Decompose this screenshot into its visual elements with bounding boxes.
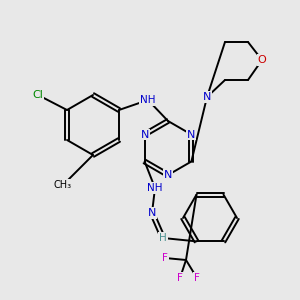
Text: F: F	[162, 253, 168, 263]
Text: N: N	[164, 170, 172, 180]
Text: N: N	[203, 92, 211, 102]
Text: N: N	[140, 130, 149, 140]
Text: H: H	[159, 233, 167, 243]
Text: N: N	[148, 208, 156, 218]
Text: F: F	[177, 273, 183, 283]
Text: O: O	[258, 55, 266, 65]
Text: CH₃: CH₃	[54, 180, 72, 190]
Text: N: N	[187, 130, 196, 140]
Text: NH: NH	[140, 95, 156, 105]
Text: F: F	[194, 273, 200, 283]
Text: Cl: Cl	[33, 90, 44, 100]
Text: NH: NH	[147, 183, 163, 193]
